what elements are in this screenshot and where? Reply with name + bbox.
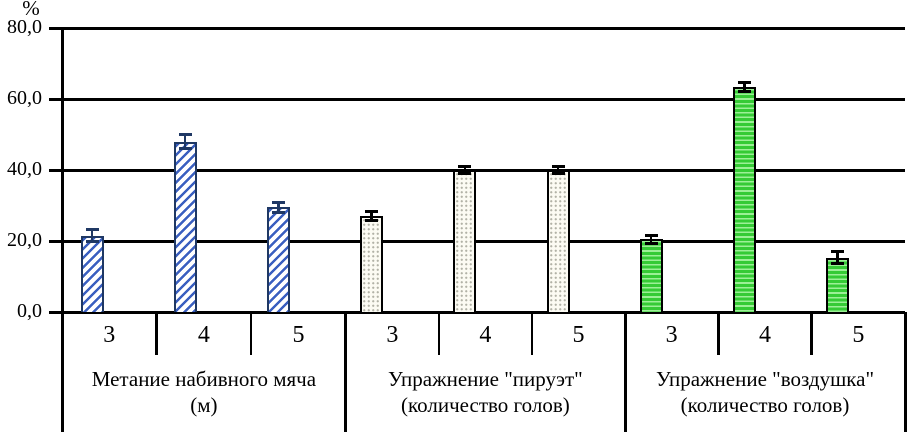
y-axis-tick-label: 20,0 <box>7 229 42 251</box>
error-bar-cap-bottom <box>551 172 565 176</box>
error-bar-cap-top <box>737 80 751 84</box>
y-axis-unit-label: % <box>22 0 40 20</box>
error-bar-cap-top <box>178 133 192 137</box>
group-label-line2: (количество голов) <box>401 393 570 417</box>
error-bar-cap-top <box>831 249 845 253</box>
group-label-line1: Упражнение "пируэт" <box>388 367 583 391</box>
error-bar-line <box>183 133 187 151</box>
table-right-border <box>903 312 907 432</box>
y-axis-tick-label: 60,0 <box>7 87 42 109</box>
group-separator <box>623 312 627 432</box>
category-label: 4 <box>479 322 492 348</box>
gridline <box>49 310 905 314</box>
bar-group2-cat4 <box>453 170 477 312</box>
error-bar-line <box>463 164 467 176</box>
error-bar-line <box>836 249 839 266</box>
category-tick-separator <box>155 312 158 355</box>
error-bar-cap-bottom <box>644 241 658 245</box>
error-bar-line <box>370 210 373 223</box>
category-tick-separator <box>437 312 441 355</box>
category-label: 5 <box>572 322 585 348</box>
bar-group1-cat4 <box>173 141 197 312</box>
category-tick-separator <box>249 312 253 355</box>
category-label: 5 <box>292 322 305 348</box>
error-bar-cap-bottom <box>271 210 285 214</box>
gridline <box>49 26 905 30</box>
error-bar-cap-top <box>644 233 658 237</box>
error-bar-cap-bottom <box>458 172 472 176</box>
error-bar-line <box>90 227 94 244</box>
error-bar-cap-top <box>551 164 565 168</box>
category-label: 4 <box>758 322 771 348</box>
bar-group1-cat3 <box>80 235 104 312</box>
gridline <box>49 97 905 101</box>
group-label-line1: Упражнение "воздушка" <box>655 367 875 391</box>
error-bar-cap-bottom <box>831 262 845 266</box>
error-bar-cap-bottom <box>85 240 99 244</box>
bar-group2-cat5 <box>546 170 570 312</box>
gridline <box>49 239 905 243</box>
group-label: Метание набивного мяча (м) <box>64 366 344 418</box>
error-bar-line <box>277 200 280 214</box>
group-separator <box>344 312 348 432</box>
error-bar-cap-top <box>85 227 99 231</box>
error-bar-cap-top <box>271 200 285 204</box>
category-tick-separator <box>717 312 720 355</box>
group-label: Упражнение "пируэт" (количество голов) <box>345 366 625 418</box>
error-bar-cap-top <box>365 210 379 214</box>
group-label-line1: Метание набивного мяча <box>91 367 317 391</box>
gridline <box>49 168 905 172</box>
error-bar-line <box>743 80 746 93</box>
group-label: Упражнение "воздушка" (количество голов) <box>625 366 905 418</box>
category-tick-separator <box>810 312 813 355</box>
y-axis-tick-label: 80,0 <box>7 16 42 38</box>
y-axis-tick-label: 40,0 <box>7 158 42 180</box>
bar-group2-cat3 <box>360 216 384 312</box>
y-axis-tick-label: 0,0 <box>17 300 42 322</box>
group-label-line2: (количество голов) <box>680 393 850 417</box>
error-bar-cap-bottom <box>365 219 379 223</box>
category-label: 3 <box>665 322 678 348</box>
category-label: 3 <box>103 322 116 348</box>
error-bar-cap-bottom <box>737 89 751 93</box>
bar-group3-cat4 <box>732 86 756 312</box>
category-label: 4 <box>197 322 210 348</box>
error-bar-cap-top <box>458 164 472 168</box>
bar-group3-cat3 <box>639 239 663 312</box>
error-bar-line <box>556 164 560 176</box>
category-tick-separator <box>530 312 534 355</box>
category-label: 3 <box>386 322 399 348</box>
category-label: 5 <box>852 322 865 348</box>
error-bar-line <box>649 233 653 245</box>
y-axis-line <box>60 28 64 432</box>
bar-group1-cat5 <box>266 207 290 312</box>
error-bar-cap-bottom <box>178 147 192 151</box>
bar-group3-cat5 <box>826 257 850 312</box>
group-label-line2: (м) <box>190 393 218 417</box>
